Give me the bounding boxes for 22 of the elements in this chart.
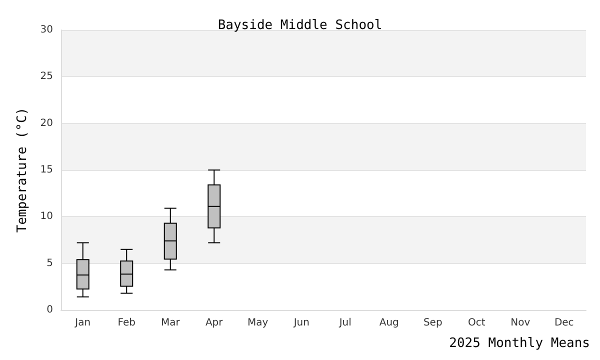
x-tick-label: Apr bbox=[205, 318, 224, 328]
x-tick-label: Feb bbox=[118, 318, 136, 328]
x-tick-label: Jun bbox=[292, 318, 310, 328]
x-tick-label: Oct bbox=[468, 318, 486, 328]
y-axis-title: Temperature (°C) bbox=[15, 107, 30, 233]
y-tick-label: 5 bbox=[46, 258, 53, 269]
x-tick-label: Jan bbox=[74, 318, 91, 328]
chart-title: Bayside Middle School bbox=[218, 18, 382, 33]
y-tick-label: 25 bbox=[40, 71, 53, 82]
x-tick-label: Dec bbox=[554, 318, 574, 328]
x-tick-label: Mar bbox=[160, 318, 181, 328]
y-tick-label: 30 bbox=[40, 24, 53, 36]
y-tick-label: 0 bbox=[46, 304, 53, 316]
x-tick-label: Aug bbox=[379, 318, 399, 328]
x-axis-title: 2025 Monthly Means bbox=[449, 336, 590, 351]
x-tick-label: May bbox=[248, 318, 268, 328]
x-tick-label: Nov bbox=[510, 318, 530, 328]
y-tick-label: 10 bbox=[40, 211, 53, 222]
y-tick-label: 20 bbox=[40, 118, 53, 129]
x-tick-label: Sep bbox=[423, 318, 442, 328]
x-tick-label: Jul bbox=[338, 318, 352, 328]
y-tick-label: 15 bbox=[40, 164, 53, 176]
